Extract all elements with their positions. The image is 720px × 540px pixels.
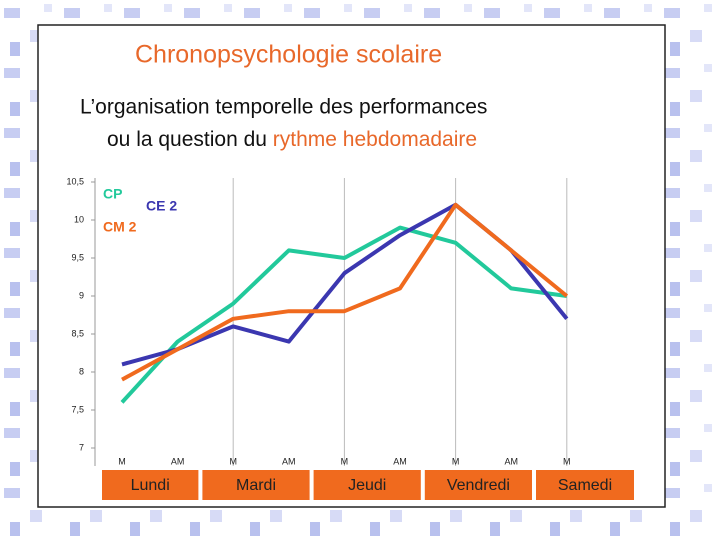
- x-tick-label: AM: [282, 456, 296, 466]
- day-box: [313, 470, 421, 500]
- subtitle: L’organisation temporelle des performanc…: [80, 96, 487, 119]
- x-tick-label: M: [452, 456, 460, 466]
- y-tick-label: 7: [79, 442, 84, 452]
- day-label: Samedi: [558, 477, 612, 494]
- x-tick-label: M: [341, 456, 349, 466]
- day-label: Jeudi: [348, 477, 386, 494]
- day-box: [202, 470, 310, 500]
- series-line: [121, 202, 569, 382]
- day-box: [536, 470, 634, 500]
- series-line: [120, 225, 568, 404]
- y-tick-label: 10,5: [66, 176, 84, 186]
- y-tick-label: 9: [79, 290, 84, 300]
- title: Chronopsychologie scolaire: [135, 41, 442, 69]
- x-tick-label: AM: [171, 456, 185, 466]
- y-tick-label: 10: [74, 214, 84, 224]
- y-tick-label: 9,5: [71, 252, 84, 262]
- x-tick-label: M: [229, 456, 237, 466]
- day-label: Vendredi: [447, 477, 510, 494]
- y-tick-label: 8,5: [71, 328, 84, 338]
- legend-label: CP: [103, 186, 122, 202]
- y-tick-label: 8: [79, 366, 84, 376]
- subtitle: ou la question du rythme hebdomadaire: [107, 128, 477, 151]
- day-label: Mardi: [236, 477, 276, 494]
- x-tick-label: AM: [504, 456, 518, 466]
- subtitle-highlight: rythme hebdomadaire: [273, 128, 477, 151]
- x-tick-label: M: [118, 456, 126, 466]
- legend-label: CM 2: [103, 219, 137, 235]
- day-box: [102, 470, 199, 500]
- x-tick-label: AM: [393, 456, 407, 466]
- y-tick-label: 7,5: [71, 404, 84, 414]
- day-box: [424, 470, 532, 500]
- legend-label: CE 2: [146, 198, 177, 214]
- subtitle-part: ou la question du: [107, 128, 273, 151]
- day-label: Lundi: [131, 477, 170, 494]
- x-tick-label: M: [563, 456, 571, 466]
